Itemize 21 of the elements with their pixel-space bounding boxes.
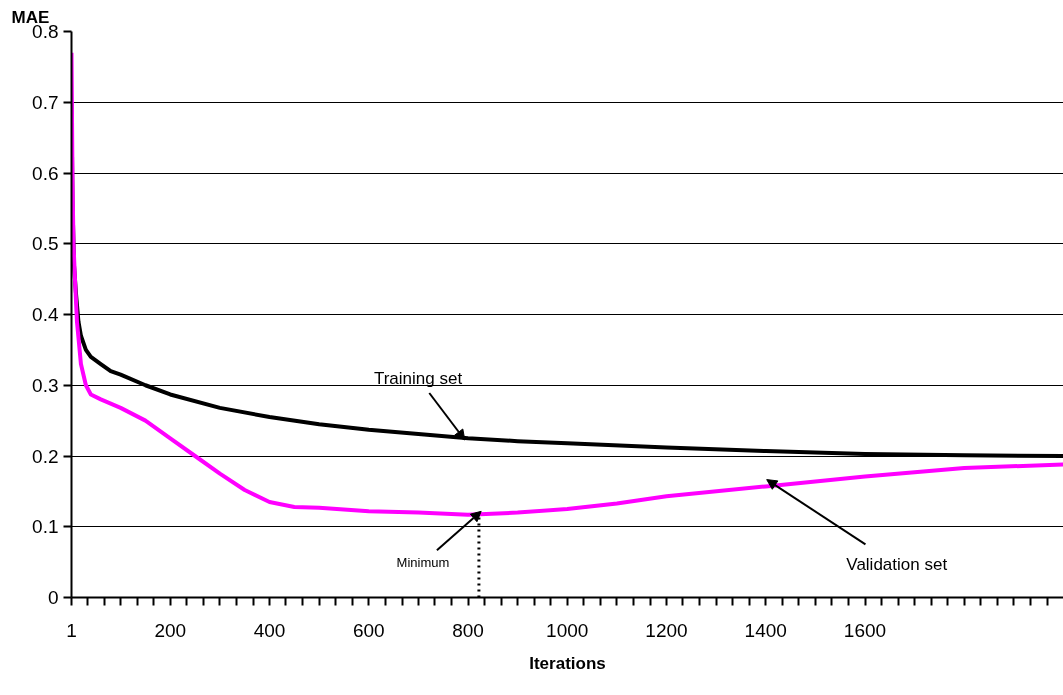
y-tick-label: 0.2 — [32, 445, 59, 467]
y-tick-label: 0.4 — [32, 304, 59, 325]
annotation: Minimum — [396, 555, 450, 571]
x-axis-title: Iterations — [529, 653, 606, 673]
y-tick-label: 0.5 — [32, 233, 59, 255]
x-tick-label: 1000 — [546, 619, 589, 641]
y-tick-label: 0 — [47, 587, 59, 608]
y-tick-label: 0.6 — [32, 162, 59, 184]
x-tick-label: 1400 — [744, 619, 787, 641]
x-tick-label: 800 — [452, 619, 484, 641]
y-tick-label: 0.3 — [32, 374, 59, 396]
y-tick-label: 0.7 — [32, 91, 59, 113]
x-tick-label: 400 — [253, 619, 286, 641]
x-tick-label: 200 — [154, 619, 187, 641]
annotation: Training set — [373, 368, 463, 388]
x-tick-label: 1 — [66, 619, 77, 641]
x-tick-label: 1200 — [645, 619, 688, 641]
x-tick-label: 600 — [352, 619, 385, 641]
x-tick-label: 1600 — [843, 619, 887, 641]
y-tick-label: 0.1 — [32, 516, 59, 538]
annotation: Validation set — [846, 555, 948, 575]
